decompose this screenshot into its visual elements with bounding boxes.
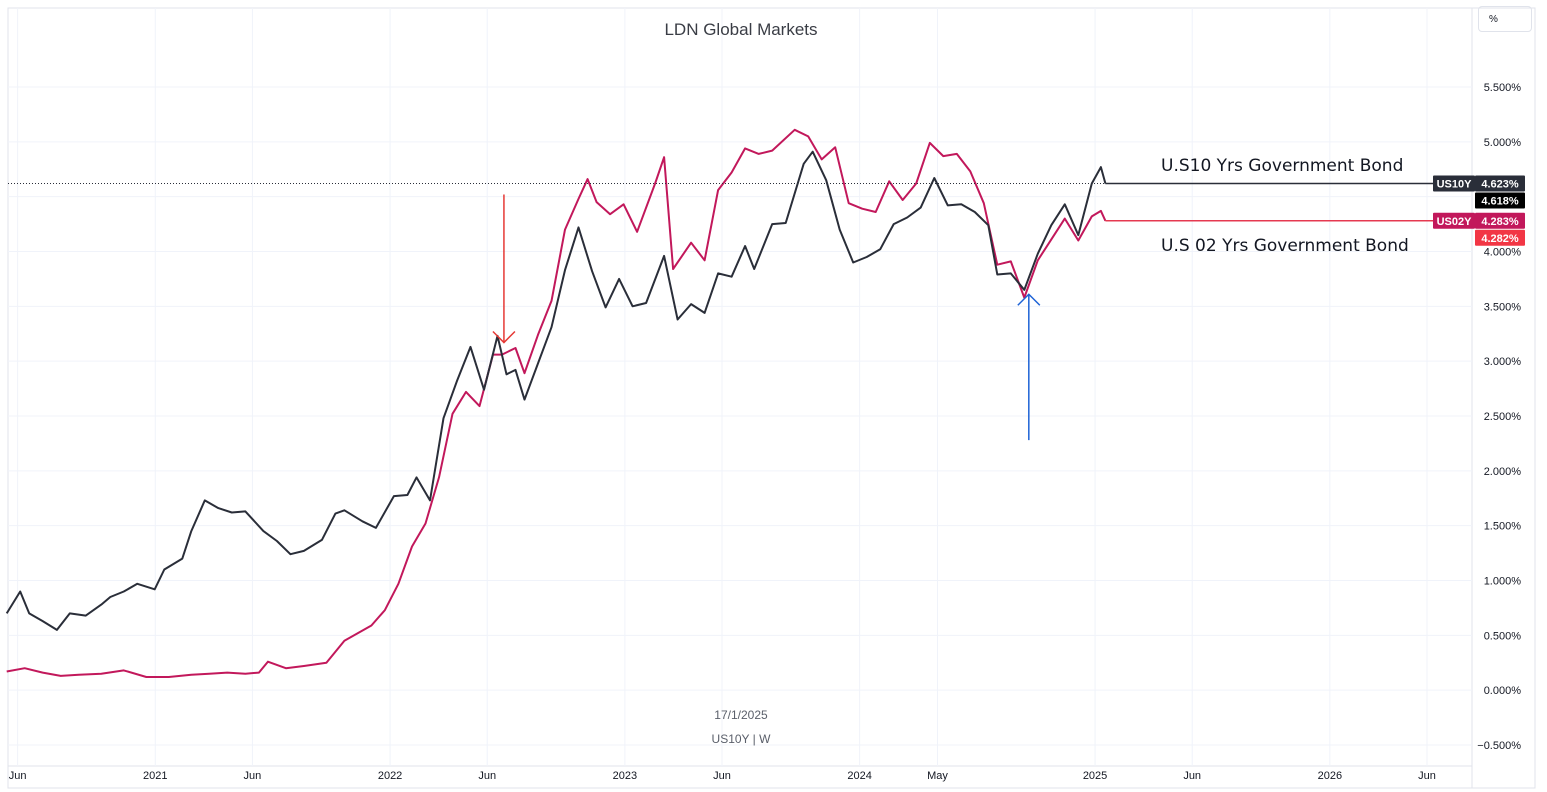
x-tick-label: 2023 <box>613 770 637 782</box>
y-tick-label: 3.000% <box>1484 356 1522 368</box>
x-tick-label: 2024 <box>847 770 871 782</box>
x-tick-label: May <box>927 770 948 782</box>
us02y-price-tag: 4.282% <box>1481 233 1519 245</box>
us02y-annotation-label: U.S 02 Yrs Government Bond <box>1161 236 1409 256</box>
axes: 5.500%5.000%4.500%4.000%3.500%3.000%2.50… <box>9 82 1521 782</box>
y-tick-label: 2.500% <box>1484 411 1522 423</box>
x-tick-label: 2021 <box>143 770 167 782</box>
x-tick-label: 2026 <box>1318 770 1342 782</box>
x-tick-label: Jun <box>244 770 262 782</box>
x-tick-label: Jun <box>9 770 27 782</box>
chart-title: LDN Global Markets <box>664 20 817 39</box>
us02y-last-value-tag-bg <box>1475 212 1525 229</box>
us10y-last-value-tag: 4.623% <box>1481 179 1519 191</box>
y-tick-label: 0.000% <box>1484 685 1522 697</box>
us02y-last-value-tag: 4.283% <box>1481 216 1519 228</box>
price-tags: US10Y 4.623% 4.618% US02Y 4.283% 4.282% <box>1433 175 1525 246</box>
y-tick-label: 5.000% <box>1484 137 1522 149</box>
x-tick-label: 2022 <box>378 770 402 782</box>
watermark-symbol: US10Y | W <box>712 732 772 746</box>
arrow-down-head <box>492 330 516 344</box>
y-tick-label: 5.500% <box>1484 82 1522 94</box>
percent-scale-button[interactable]: % <box>1478 6 1532 32</box>
grid <box>7 7 1536 789</box>
us02y-symbol-tag-bg <box>1433 212 1475 229</box>
us10y-price-tag-bg <box>1475 192 1525 209</box>
us10y-annotation-label: U.S10 Yrs Government Bond <box>1161 156 1403 176</box>
us10y-last-value-tag-bg <box>1475 175 1525 192</box>
annotation-layer: U.S10 Yrs Government Bond U.S 02 Yrs Gove… <box>492 156 1433 441</box>
chart-frame <box>7 7 1536 789</box>
x-tick-label: Jun <box>478 770 496 782</box>
watermark-date: 17/1/2025 <box>714 708 768 722</box>
x-tick-label: Jun <box>1183 770 1201 782</box>
y-tick-label: −0.500% <box>1477 740 1521 752</box>
us10y-symbol-tag-bg <box>1433 175 1475 192</box>
series-line-us02y <box>6 128 1107 678</box>
y-tick-label: 3.500% <box>1484 301 1522 313</box>
y-tick-label: 0.500% <box>1484 630 1522 642</box>
us02y-price-tag-bg <box>1475 229 1525 246</box>
us10y-price-tag: 4.618% <box>1481 196 1519 208</box>
y-tick-label: 1.500% <box>1484 521 1522 533</box>
series-line-us10y <box>5 150 1107 631</box>
x-tick-label: 2025 <box>1083 770 1107 782</box>
arrow-up-head <box>1017 293 1041 306</box>
x-tick-label: Jun <box>1418 770 1436 782</box>
us02y-symbol-tag: US02Y <box>1437 216 1473 228</box>
y-tick-label: 2.000% <box>1484 466 1522 478</box>
us10y-symbol-tag: US10Y <box>1437 179 1473 191</box>
y-tick-label: 4.000% <box>1484 247 1522 259</box>
y-tick-label: 1.000% <box>1484 576 1522 588</box>
x-tick-label: Jun <box>713 770 731 782</box>
series-layer <box>5 128 1472 678</box>
